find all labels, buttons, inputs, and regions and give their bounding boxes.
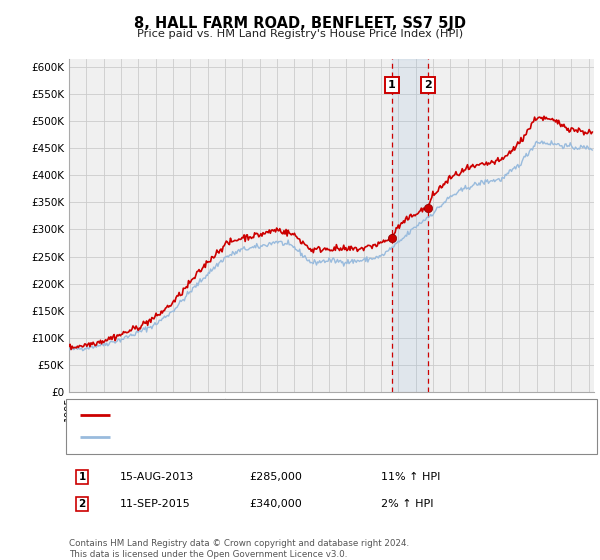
Text: 2% ↑ HPI: 2% ↑ HPI [381,499,433,509]
Text: £340,000: £340,000 [249,499,302,509]
Text: 11% ↑ HPI: 11% ↑ HPI [381,472,440,482]
Text: HPI: Average price, detached house, Castle Point: HPI: Average price, detached house, Cast… [114,432,381,442]
Text: This data is licensed under the Open Government Licence v3.0.: This data is licensed under the Open Gov… [69,550,347,559]
Text: 8, HALL FARM ROAD, BENFLEET, SS7 5JD: 8, HALL FARM ROAD, BENFLEET, SS7 5JD [134,16,466,31]
Bar [392,59,428,392]
Text: 1: 1 [388,80,395,90]
Text: Contains HM Land Registry data © Crown copyright and database right 2024.: Contains HM Land Registry data © Crown c… [69,539,409,548]
Text: 1: 1 [79,472,86,482]
Text: Price paid vs. HM Land Registry's House Price Index (HPI): Price paid vs. HM Land Registry's House … [137,29,463,39]
Text: 2: 2 [424,80,432,90]
Text: £285,000: £285,000 [249,472,302,482]
Text: 8, HALL FARM ROAD, BENFLEET, SS7 5JD (detached house): 8, HALL FARM ROAD, BENFLEET, SS7 5JD (de… [114,410,436,421]
Text: 2: 2 [79,499,86,509]
Text: 11-SEP-2015: 11-SEP-2015 [120,499,191,509]
Text: 15-AUG-2013: 15-AUG-2013 [120,472,194,482]
